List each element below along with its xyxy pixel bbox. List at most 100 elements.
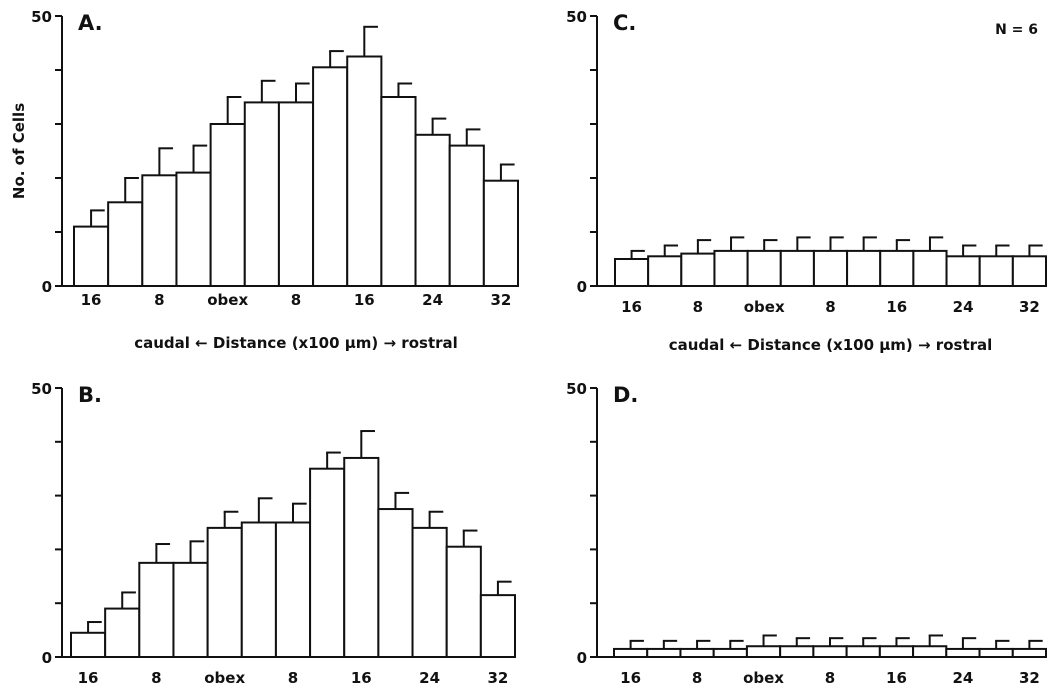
panel-d-x-tick-label: 8 bbox=[825, 669, 835, 687]
panel-c-label: C. bbox=[613, 11, 636, 35]
panel-a-bar bbox=[380, 96, 417, 287]
panel-c-bar bbox=[812, 249, 849, 287]
x-axis-right-label: → rostral bbox=[378, 334, 457, 352]
panel-a-x-tick-label: 8 bbox=[291, 291, 301, 309]
panel-b-bar bbox=[479, 594, 517, 659]
panel-c-bar bbox=[647, 255, 683, 287]
panel-a-bar bbox=[175, 171, 212, 288]
panel-b-x-tick-label: 16 bbox=[351, 669, 372, 687]
panel-b-x-tick-label: obex bbox=[204, 669, 245, 687]
panel-b-bar bbox=[240, 521, 277, 658]
panel-d-x-tick-label: 16 bbox=[620, 669, 641, 687]
panel-c-bar bbox=[846, 249, 882, 287]
panel-b-bar bbox=[172, 561, 209, 658]
panel-c-bar bbox=[779, 249, 815, 287]
panel-c-bar bbox=[879, 249, 915, 287]
panel-b-bar bbox=[70, 631, 107, 658]
panel-a-x-tick-label: 24 bbox=[422, 291, 443, 309]
panel-c-bar bbox=[945, 255, 981, 287]
panel-b-x-tick-label: 32 bbox=[487, 669, 508, 687]
panel-d-x-tick-label: 32 bbox=[1019, 669, 1040, 687]
panel-d-bar bbox=[812, 645, 848, 658]
panel-d-x-tick-label: 8 bbox=[692, 669, 702, 687]
panel-c-x-tick-label: 16 bbox=[621, 298, 642, 316]
panel-d-bar bbox=[945, 647, 981, 658]
n-label: N = 6 bbox=[995, 22, 1038, 38]
panel-b-bar bbox=[138, 561, 175, 658]
panel-b-x-tick-label: 8 bbox=[288, 669, 298, 687]
panel-c-y-tick-label: 0 bbox=[577, 278, 587, 296]
panel-a-bar bbox=[243, 101, 280, 288]
panel-c-x-tick-label: 8 bbox=[825, 298, 835, 316]
panel-b-y-tick-label: 50 bbox=[31, 380, 52, 398]
panel-d-bar bbox=[745, 645, 782, 658]
panel-b-bar bbox=[411, 526, 448, 658]
panel-b-bar bbox=[206, 526, 243, 658]
panel-d-y-tick-label: 50 bbox=[566, 380, 587, 398]
panel-b-bar bbox=[343, 456, 380, 658]
panel-a-x-axis-title: caudal ← Distance (x100 μm) → rostral bbox=[134, 334, 458, 352]
panel-a-bar bbox=[448, 144, 485, 287]
panel-d-bar bbox=[613, 647, 649, 658]
panel-b-x-tick-label: 8 bbox=[151, 669, 161, 687]
panel-a-bar bbox=[141, 174, 178, 287]
panel-b-y-tick-label: 0 bbox=[42, 649, 52, 667]
panel-b-bar bbox=[309, 467, 346, 659]
panel-d-bar bbox=[646, 647, 682, 658]
panel-d-bar bbox=[845, 645, 881, 658]
panel-b-bar bbox=[104, 607, 141, 659]
panel-c-x-axis-title: caudal ← Distance (x100 μm) → rostral bbox=[669, 336, 993, 354]
panel-b-bar bbox=[274, 521, 312, 658]
panel-a-bar bbox=[312, 66, 349, 287]
panel-c-x-tick-label: 8 bbox=[693, 298, 703, 316]
panel-b-label: B. bbox=[78, 383, 102, 407]
panel-d-bar bbox=[779, 645, 815, 658]
panel-c-bar bbox=[713, 249, 749, 287]
panel-a-label: A. bbox=[78, 11, 103, 35]
panel-a-x-tick-label: 16 bbox=[354, 291, 375, 309]
panel-c-x-tick-label: 32 bbox=[1019, 298, 1040, 316]
x-axis-left-label: caudal ← bbox=[134, 334, 213, 352]
x-axis-right-label: → rostral bbox=[913, 336, 992, 354]
panel-d-bar bbox=[878, 645, 915, 658]
panel-c-bar bbox=[978, 255, 1014, 287]
panel-b-bar bbox=[377, 508, 414, 658]
panel-a-x-tick-label: 16 bbox=[81, 291, 102, 309]
panel-c-bar bbox=[1011, 255, 1047, 287]
panel-d-bar bbox=[912, 645, 948, 658]
x-axis-left-label: caudal ← bbox=[669, 336, 748, 354]
panel-b-x-tick-label: 16 bbox=[78, 669, 99, 687]
panel-a-bar bbox=[209, 123, 246, 287]
panel-c-bar bbox=[912, 249, 948, 287]
panel-d-y-tick-label: 0 bbox=[577, 649, 587, 667]
panel-a-bar bbox=[277, 101, 315, 288]
panel-a-x-tick-label: obex bbox=[207, 291, 248, 309]
x-axis-center-label: Distance (x100 μm) bbox=[747, 336, 912, 354]
panel-c-bar bbox=[614, 258, 650, 287]
panel-a-bar bbox=[73, 225, 110, 288]
panel-a-y-tick-label: 0 bbox=[42, 278, 52, 296]
panel-c-bar bbox=[680, 252, 716, 288]
panel-c-bar bbox=[746, 249, 782, 287]
panel-d-x-tick-label: obex bbox=[743, 669, 784, 687]
panel-b-bar bbox=[445, 545, 482, 659]
panel-c-x-tick-label: obex bbox=[744, 298, 785, 316]
panel-a-bar bbox=[107, 201, 144, 287]
panel-d-bar bbox=[712, 647, 748, 658]
panel-d-bar bbox=[978, 647, 1014, 658]
panel-a-bar bbox=[414, 133, 451, 287]
panel-a-y-tick-label: 50 bbox=[31, 8, 52, 26]
panel-a-x-tick-label: 8 bbox=[154, 291, 164, 309]
x-axis-center-label: Distance (x100 μm) bbox=[213, 334, 378, 352]
panel-d-bar bbox=[679, 647, 715, 658]
panel-c-y-tick-label: 50 bbox=[566, 8, 587, 26]
panel-d-x-tick-label: 24 bbox=[952, 669, 973, 687]
panel-a-bar bbox=[482, 179, 520, 287]
y-axis-label: No. of Cells bbox=[10, 103, 28, 199]
panel-b-x-tick-label: 24 bbox=[419, 669, 440, 687]
panel-d-x-tick-label: 16 bbox=[886, 669, 907, 687]
panel-c-x-tick-label: 24 bbox=[953, 298, 974, 316]
panel-a-x-tick-label: 32 bbox=[490, 291, 511, 309]
panel-c-x-tick-label: 16 bbox=[886, 298, 907, 316]
